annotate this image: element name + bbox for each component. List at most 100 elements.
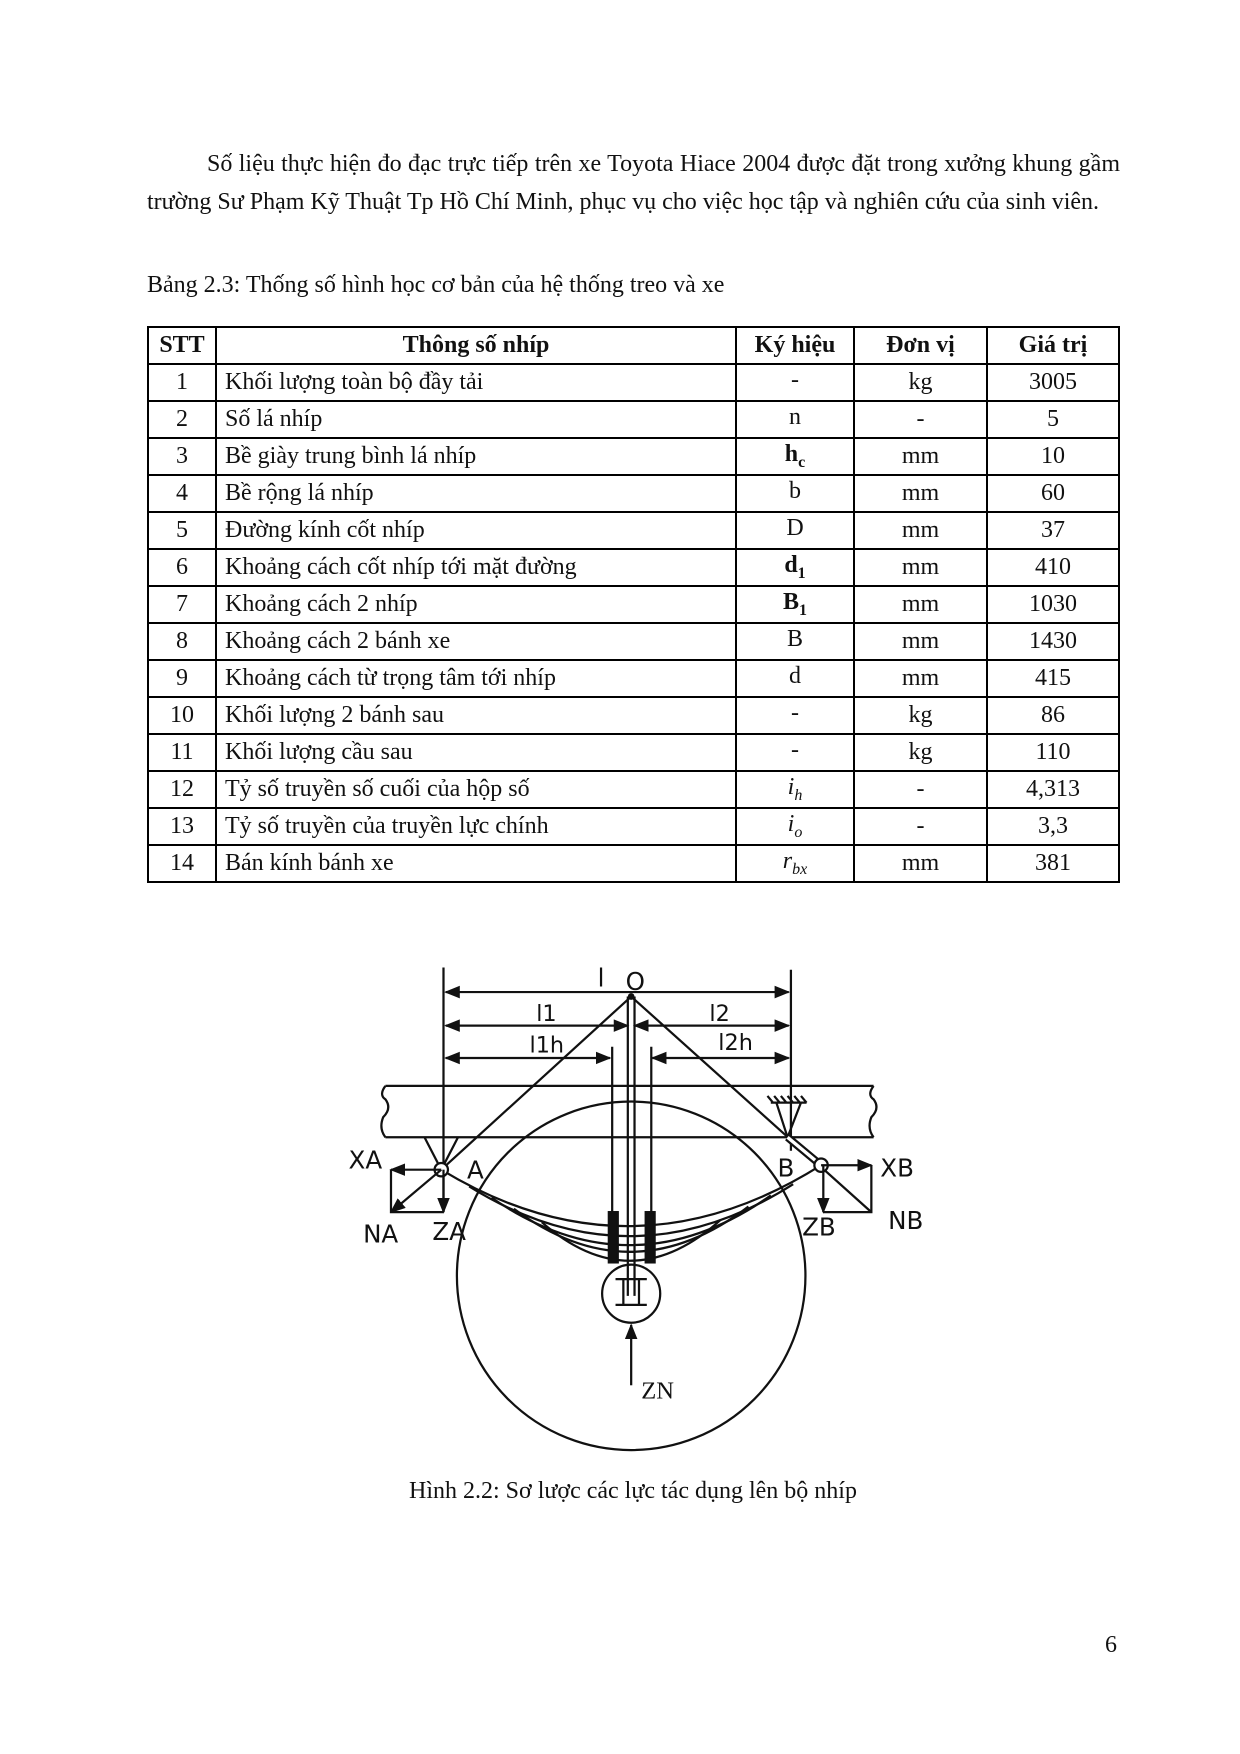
cell-name: Khối lượng toàn bộ đầy tải bbox=[215, 363, 737, 402]
table-row: 7 Khoảng cách 2 nhíp B1 mm 1030 bbox=[147, 585, 1120, 624]
cell-stt: 8 bbox=[147, 622, 217, 661]
cell-value: 37 bbox=[986, 511, 1120, 550]
wheel-circle bbox=[455, 1100, 807, 1452]
label-B: B bbox=[778, 1153, 795, 1182]
symbol-main: d bbox=[784, 552, 798, 579]
symbol-main: D bbox=[786, 515, 804, 542]
cell-unit: mm bbox=[853, 548, 988, 587]
table-row: 1 Khối lượng toàn bộ đầy tải - kg 3005 bbox=[147, 363, 1120, 402]
cell-unit: mm bbox=[853, 585, 988, 624]
header-symbol: Ký hiệu bbox=[735, 326, 855, 365]
cell-unit: - bbox=[853, 770, 988, 809]
cell-name: Bán kính bánh xe bbox=[215, 844, 737, 883]
cell-value: 3,3 bbox=[986, 807, 1120, 846]
table-row: 12 Tỷ số truyền số cuối của hộp số ih - … bbox=[147, 770, 1120, 809]
label-O: O bbox=[626, 967, 645, 996]
symbol-main: - bbox=[791, 367, 799, 394]
cell-name: Khoảng cách 2 nhíp bbox=[215, 585, 737, 624]
symbol-subscript: 1 bbox=[797, 564, 806, 582]
cell-stt: 7 bbox=[147, 585, 217, 624]
cell-name: Bề giày trung bình lá nhíp bbox=[215, 437, 737, 476]
axle-housing bbox=[615, 1278, 647, 1306]
table-header-row: STT Thông số nhíp Ký hiệu Đơn vị Giá trị bbox=[147, 326, 1120, 365]
cell-symbol: n bbox=[735, 400, 855, 439]
label-A: A bbox=[467, 1156, 484, 1185]
header-unit: Đơn vị bbox=[853, 326, 988, 365]
table-row: 13 Tỷ số truyền của truyền lực chính io … bbox=[147, 807, 1120, 846]
vehicle-frame bbox=[380, 1084, 878, 1139]
label-ZN: ZN bbox=[641, 1378, 674, 1405]
spring-parameters-table: STT Thông số nhíp Ký hiệu Đơn vị Giá trị… bbox=[147, 326, 1120, 883]
cell-stt: 11 bbox=[147, 733, 217, 772]
cell-value: 415 bbox=[986, 659, 1120, 698]
cell-symbol: rbx bbox=[735, 844, 855, 883]
cell-value: 4,313 bbox=[986, 770, 1120, 809]
cell-stt: 2 bbox=[147, 400, 217, 439]
u-bolt-clamp bbox=[644, 1211, 656, 1264]
cell-unit: kg bbox=[853, 733, 988, 772]
cell-stt: 9 bbox=[147, 659, 217, 698]
symbol-subscript: h bbox=[794, 786, 803, 804]
table-row: 11 Khối lượng cầu sau - kg 110 bbox=[147, 733, 1120, 772]
cell-name: Tỷ số truyền số cuối của hộp số bbox=[215, 770, 737, 809]
label-l1: l1 bbox=[536, 1001, 556, 1027]
symbol-main: - bbox=[791, 737, 799, 764]
symbol-main: i bbox=[787, 774, 795, 801]
symbol-main: h bbox=[784, 441, 799, 468]
cell-value: 110 bbox=[986, 733, 1120, 772]
cell-symbol: B1 bbox=[735, 585, 855, 624]
cell-name: Khoảng cách 2 bánh xe bbox=[215, 622, 737, 661]
symbol-main: d bbox=[789, 663, 801, 690]
cell-symbol: d1 bbox=[735, 548, 855, 587]
line-O-NB bbox=[630, 995, 873, 1213]
cell-symbol: - bbox=[735, 696, 855, 735]
symbol-main: b bbox=[789, 478, 801, 505]
cell-value: 381 bbox=[986, 844, 1120, 883]
symbol-main: B bbox=[786, 626, 803, 653]
cell-value: 5 bbox=[986, 400, 1120, 439]
cell-stt: 5 bbox=[147, 511, 217, 550]
symbol-main: r bbox=[782, 848, 793, 875]
cell-name: Khoảng cách từ trọng tâm tới nhíp bbox=[215, 659, 737, 698]
leaf-5 bbox=[541, 1219, 722, 1262]
symbol-main: B bbox=[782, 589, 799, 616]
table-row: 3 Bề giày trung bình lá nhíp hc mm 10 bbox=[147, 437, 1120, 476]
label-l2: l2 bbox=[709, 1001, 729, 1027]
cell-value: 410 bbox=[986, 548, 1120, 587]
table-row: 8 Khoảng cách 2 bánh xe B mm 1430 bbox=[147, 622, 1120, 661]
cell-value: 10 bbox=[986, 437, 1120, 476]
cell-stt: 10 bbox=[147, 696, 217, 735]
line-O-A bbox=[440, 995, 632, 1171]
cell-unit: mm bbox=[853, 622, 988, 661]
cell-stt: 4 bbox=[147, 474, 217, 513]
point-o bbox=[627, 993, 635, 1000]
cell-stt: 6 bbox=[147, 548, 217, 587]
cell-value: 1030 bbox=[986, 585, 1120, 624]
cell-symbol: hc bbox=[735, 437, 855, 476]
symbol-main: i bbox=[787, 811, 795, 838]
leaf-4 bbox=[513, 1205, 750, 1253]
cell-unit: kg bbox=[853, 696, 988, 735]
symbol-subscript: o bbox=[794, 823, 803, 841]
table-row: 6 Khoảng cách cốt nhíp tới mặt đường d1 … bbox=[147, 548, 1120, 587]
symbol-subscript: bx bbox=[792, 860, 808, 878]
leaf-1 bbox=[440, 1164, 822, 1228]
symbol-subscript: 1 bbox=[799, 601, 807, 619]
fixed-support bbox=[766, 1095, 808, 1141]
header-stt: STT bbox=[147, 326, 217, 365]
hub-circle bbox=[601, 1263, 662, 1324]
cell-name: Tỷ số truyền của truyền lực chính bbox=[215, 807, 737, 846]
u-bolt-clamp bbox=[607, 1211, 619, 1264]
table-row: 4 Bề rộng lá nhíp b mm 60 bbox=[147, 474, 1120, 513]
cell-value: 1430 bbox=[986, 622, 1120, 661]
header-name: Thông số nhíp bbox=[215, 326, 737, 365]
cell-value: 86 bbox=[986, 696, 1120, 735]
cell-value: 3005 bbox=[986, 363, 1120, 402]
cell-unit: mm bbox=[853, 659, 988, 698]
cell-symbol: - bbox=[735, 363, 855, 402]
table-caption: Bảng 2.3: Thống số hình học cơ bản của h… bbox=[147, 272, 725, 298]
label-NB: NB bbox=[888, 1206, 923, 1235]
cell-stt: 3 bbox=[147, 437, 217, 476]
cell-unit: - bbox=[853, 400, 988, 439]
